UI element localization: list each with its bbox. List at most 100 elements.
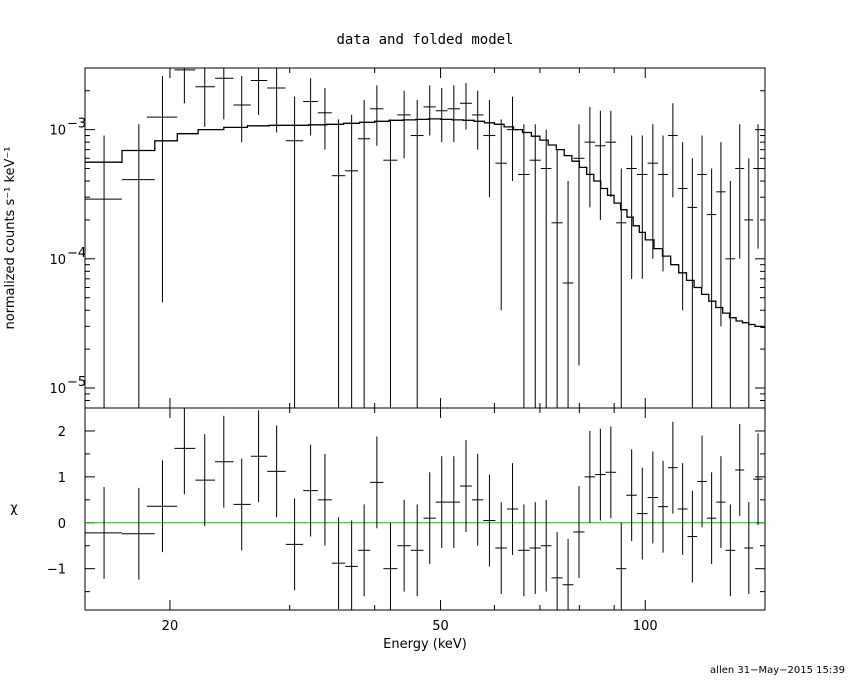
residual-y-axis-label: χ xyxy=(10,501,18,516)
residual-point xyxy=(616,522,627,610)
data-point xyxy=(584,106,596,208)
residual-point xyxy=(459,440,472,532)
residual-point xyxy=(725,504,736,597)
residual-point xyxy=(697,435,707,528)
data-point xyxy=(753,124,763,249)
residual-point xyxy=(529,502,541,594)
residual-point xyxy=(518,504,530,597)
y-tick-label: 2 xyxy=(58,425,66,440)
residual-point xyxy=(370,436,384,529)
data-point xyxy=(233,76,251,143)
residual-point xyxy=(397,499,411,592)
data-point xyxy=(529,124,541,408)
y-tick-exponent: −4 xyxy=(67,246,86,261)
residual-point xyxy=(410,504,424,597)
data-point xyxy=(551,149,563,408)
residual-y-tick-labels: 2 1 0 −1 xyxy=(47,425,66,578)
data-point xyxy=(345,114,358,408)
data-point xyxy=(195,68,216,127)
residual-point xyxy=(735,424,745,516)
data-point xyxy=(716,142,726,327)
y-tick-label: −1 xyxy=(47,563,66,578)
residual-point xyxy=(471,453,484,546)
data-point xyxy=(285,96,304,408)
data-point xyxy=(423,85,436,136)
footer-stamp: allen 31−May−2015 15:39 xyxy=(710,665,845,676)
data-point xyxy=(447,85,460,143)
y-tick-label: 1 xyxy=(58,471,66,486)
data-point xyxy=(735,124,745,259)
data-point xyxy=(85,135,122,408)
residual-point xyxy=(267,425,286,518)
residual-point xyxy=(506,463,519,555)
data-point xyxy=(121,124,155,408)
data-point xyxy=(647,124,658,259)
data-point xyxy=(174,68,196,104)
residual-point xyxy=(562,538,574,610)
x-tick-label: 20 xyxy=(162,619,179,634)
residual-frame xyxy=(84,407,766,611)
data-point xyxy=(573,124,585,366)
data-point xyxy=(383,119,398,408)
data-point xyxy=(331,119,346,408)
residual-point xyxy=(357,504,371,597)
data-point xyxy=(540,129,552,408)
data-point xyxy=(605,110,617,198)
residual-point xyxy=(495,502,507,594)
y-tick-exponent: −5 xyxy=(67,375,86,390)
data-point xyxy=(146,76,178,303)
data-point xyxy=(595,110,606,220)
y-tick-label: 10 xyxy=(49,382,66,397)
residual-point xyxy=(716,456,726,549)
residual-point xyxy=(647,451,658,544)
data-point xyxy=(562,181,574,408)
data-point xyxy=(483,99,496,198)
residual-panel: 2 1 0 −1 χ xyxy=(10,407,766,611)
residual-point xyxy=(540,499,552,592)
residual-point xyxy=(250,410,268,503)
data-point xyxy=(506,96,519,182)
residual-point xyxy=(687,490,698,583)
data-point xyxy=(744,158,754,408)
residual-point xyxy=(121,487,155,580)
residual-point xyxy=(423,472,436,565)
spectrum-y-axis-label: normalized counts s⁻¹ keV⁻¹ xyxy=(3,147,18,330)
residual-point xyxy=(744,502,754,594)
data-point xyxy=(459,82,472,130)
data-point xyxy=(626,135,637,279)
data-point xyxy=(518,124,530,408)
folded-model-curve xyxy=(85,118,765,328)
data-point xyxy=(697,135,707,288)
data-point xyxy=(250,68,268,115)
residual-point xyxy=(706,472,717,565)
x-tick-labels: 20 50 100 xyxy=(162,619,658,634)
residual-point xyxy=(331,517,346,610)
residual-data-points xyxy=(85,408,763,610)
residual-point xyxy=(584,430,596,523)
x-tick-label: 100 xyxy=(633,619,658,634)
x-axis-label: Energy (keV) xyxy=(383,637,467,652)
residual-point xyxy=(317,453,332,546)
residual-point xyxy=(435,456,448,549)
data-point xyxy=(303,78,318,136)
data-point xyxy=(317,88,332,150)
data-point xyxy=(397,90,411,159)
residual-point xyxy=(174,408,196,495)
residual-point xyxy=(753,433,763,526)
spectrum-y-tick-labels: 10−310−410−5 xyxy=(49,117,86,397)
residual-point xyxy=(285,498,304,591)
residual-point xyxy=(233,458,251,551)
y-tick-label: 10 xyxy=(49,253,66,268)
residual-point xyxy=(626,449,637,542)
spectrum-ticks xyxy=(85,67,765,409)
residual-point xyxy=(595,428,606,521)
residual-point xyxy=(573,486,585,578)
residual-point xyxy=(345,520,358,610)
data-point xyxy=(357,99,371,408)
data-point xyxy=(687,158,698,408)
data-point xyxy=(370,85,384,146)
data-point xyxy=(706,168,717,408)
data-point xyxy=(267,68,286,133)
residual-point xyxy=(657,460,668,553)
